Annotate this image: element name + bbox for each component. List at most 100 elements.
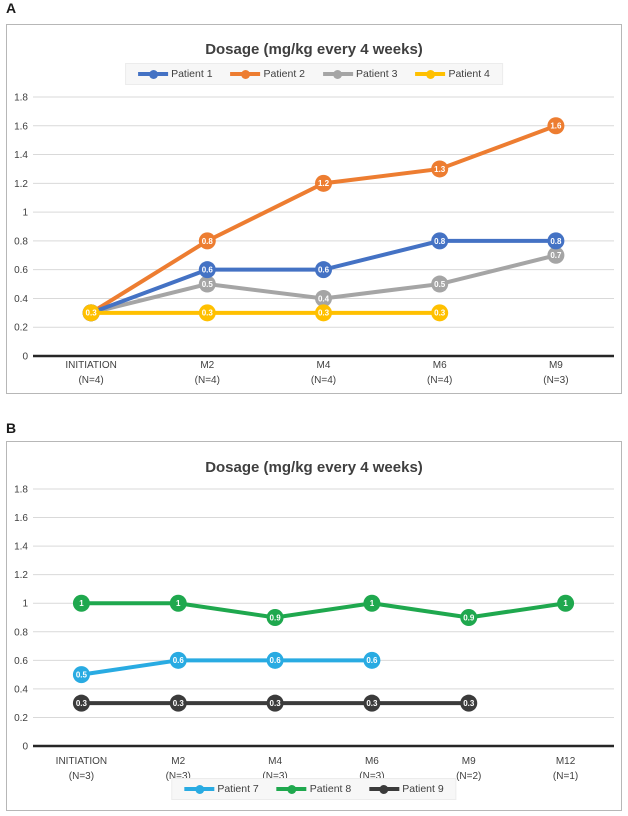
data-point-label: 0.5 bbox=[434, 280, 446, 289]
data-point-label: 0.3 bbox=[76, 699, 88, 708]
data-point-marker-patient-2 bbox=[315, 174, 332, 192]
y-tick-label: 0.8 bbox=[14, 627, 28, 638]
y-tick-label: 0.6 bbox=[14, 656, 28, 667]
y-tick-label: 0.2 bbox=[14, 713, 28, 724]
legend-label: Patient 9 bbox=[402, 783, 444, 795]
data-point-marker-patient-9 bbox=[363, 694, 381, 712]
x-category-label: M9 (N=3) bbox=[543, 360, 568, 386]
data-point-marker-patient-3 bbox=[198, 275, 216, 293]
data-point-marker-patient-3 bbox=[547, 246, 565, 264]
legend-label: Patient 2 bbox=[263, 68, 305, 80]
data-point-label: 1 bbox=[176, 599, 181, 608]
panel-b: Dosage (mg/kg every 4 weeks) 1.8 1.6 1.4 1.2… bbox=[6, 441, 622, 811]
data-point-marker-patient-7 bbox=[169, 651, 187, 669]
data-point-marker-patient-2 bbox=[547, 117, 565, 135]
y-tick-label: 0 bbox=[22, 742, 28, 753]
data-point-label: 0.8 bbox=[434, 237, 446, 246]
chart-b-legend: Patient 7 Patient 8 Patient 9 bbox=[171, 778, 457, 800]
data-point-label: 0.3 bbox=[173, 699, 185, 708]
data-point-marker-patient-7 bbox=[266, 651, 284, 669]
legend-label: Patient 3 bbox=[356, 68, 398, 80]
legend-marker-icon bbox=[276, 783, 307, 795]
x-category-label: M4 (N=4) bbox=[311, 360, 336, 386]
panel-a-label: A bbox=[6, 0, 17, 16]
data-point-label: 0.3 bbox=[463, 699, 475, 708]
data-point-marker-patient-3 bbox=[431, 275, 449, 293]
legend-item-patient-8: Patient 8 bbox=[276, 783, 352, 795]
data-point-marker-patient-4 bbox=[431, 304, 449, 322]
data-point-label: 0.3 bbox=[318, 309, 330, 318]
data-point-marker-patient-1 bbox=[431, 232, 449, 250]
data-point-label: 0.6 bbox=[202, 266, 214, 275]
data-point-marker-patient-8 bbox=[557, 594, 575, 612]
legend-label: Patient 7 bbox=[217, 783, 259, 795]
y-tick-label: 0.6 bbox=[14, 265, 28, 276]
data-point-label: 1 bbox=[79, 599, 84, 608]
x-category-label: INITIATION (N=4) bbox=[65, 360, 116, 386]
legend-label: Patient 1 bbox=[171, 68, 213, 80]
data-point-label: 0.7 bbox=[550, 251, 562, 260]
x-category-label: M12 (N=1) bbox=[553, 756, 578, 782]
legend-marker-icon bbox=[138, 68, 169, 80]
x-category-label: M2 (N=3) bbox=[166, 756, 191, 782]
x-category-label: M2 (N=4) bbox=[195, 360, 220, 386]
data-point-marker-patient-9 bbox=[460, 694, 478, 712]
y-tick-label: 1.4 bbox=[14, 542, 28, 553]
data-point-marker-patient-1 bbox=[547, 232, 565, 250]
y-tick-label: 1.8 bbox=[14, 485, 28, 496]
data-point-marker-patient-1 bbox=[315, 261, 332, 279]
legend-item-patient-4: Patient 4 bbox=[415, 68, 490, 80]
chart-title: Dosage (mg/kg every 4 weeks) bbox=[205, 41, 423, 58]
data-point-label: 0.8 bbox=[202, 237, 214, 246]
data-point-marker-patient-7 bbox=[363, 651, 381, 669]
legend-label: Patient 4 bbox=[448, 68, 490, 80]
chart-title: Dosage (mg/kg every 4 weeks) bbox=[205, 459, 423, 476]
data-point-marker-patient-8 bbox=[169, 594, 187, 612]
y-tick-label: 1 bbox=[22, 208, 28, 219]
y-tick-label: 1.6 bbox=[14, 121, 28, 132]
data-point-marker-patient-4 bbox=[82, 304, 100, 322]
data-point-marker-patient-8 bbox=[266, 609, 284, 626]
data-point-marker-patient-8 bbox=[460, 609, 478, 626]
data-point-marker-patient-7 bbox=[72, 666, 90, 684]
panel-b-label: B bbox=[6, 420, 17, 436]
legend-marker-icon bbox=[184, 783, 215, 795]
data-point-label: 0.3 bbox=[270, 699, 282, 708]
legend-label: Patient 8 bbox=[309, 783, 352, 795]
legend-item-patient-3: Patient 3 bbox=[323, 68, 397, 80]
legend-marker-icon bbox=[415, 68, 446, 80]
data-point-marker-patient-4 bbox=[198, 304, 216, 322]
y-tick-label: 0.8 bbox=[14, 236, 28, 247]
y-tick-label: 0.2 bbox=[14, 323, 28, 334]
data-point-label: 1 bbox=[370, 599, 375, 608]
data-point-label: 0.3 bbox=[202, 309, 214, 318]
data-point-marker-patient-9 bbox=[72, 694, 90, 712]
data-point-marker-patient-2 bbox=[431, 160, 449, 178]
y-tick-label: 1.6 bbox=[14, 513, 28, 524]
data-point-label: 0.3 bbox=[366, 699, 378, 708]
chart-a-canvas: Dosage (mg/kg every 4 weeks) 1.8 1.6 1.4 1.2… bbox=[14, 41, 614, 386]
y-tick-label: 1.2 bbox=[14, 179, 28, 190]
data-point-label: 0.3 bbox=[86, 309, 98, 318]
y-tick-label: 1.4 bbox=[14, 150, 28, 161]
y-tick-label: 1.2 bbox=[14, 570, 28, 581]
legend-marker-icon bbox=[230, 68, 261, 80]
x-category-label: M6 (N=3) bbox=[359, 756, 384, 782]
legend-marker-icon bbox=[369, 783, 400, 795]
series-line-patient-7 bbox=[79, 658, 374, 677]
data-point-label: 1.6 bbox=[550, 122, 562, 131]
y-tick-label: 1 bbox=[22, 599, 28, 610]
data-point-label: 0.6 bbox=[366, 656, 378, 665]
legend-item-patient-2: Patient 2 bbox=[230, 68, 305, 80]
y-tick-label: 1.8 bbox=[14, 93, 28, 104]
legend-item-patient-1: Patient 1 bbox=[138, 68, 213, 80]
data-point-label: 0.3 bbox=[434, 309, 446, 318]
data-point-marker-patient-9 bbox=[266, 694, 284, 712]
data-point-marker-patient-8 bbox=[363, 594, 381, 612]
y-tick-label: 0 bbox=[22, 352, 28, 363]
chart-b-canvas: Dosage (mg/kg every 4 weeks) 1.8 1.6 1.4 1.2… bbox=[14, 459, 614, 782]
legend-item-patient-9: Patient 9 bbox=[369, 783, 444, 795]
data-point-label: 0.6 bbox=[270, 656, 282, 665]
data-point-label: 0.4 bbox=[318, 294, 330, 303]
